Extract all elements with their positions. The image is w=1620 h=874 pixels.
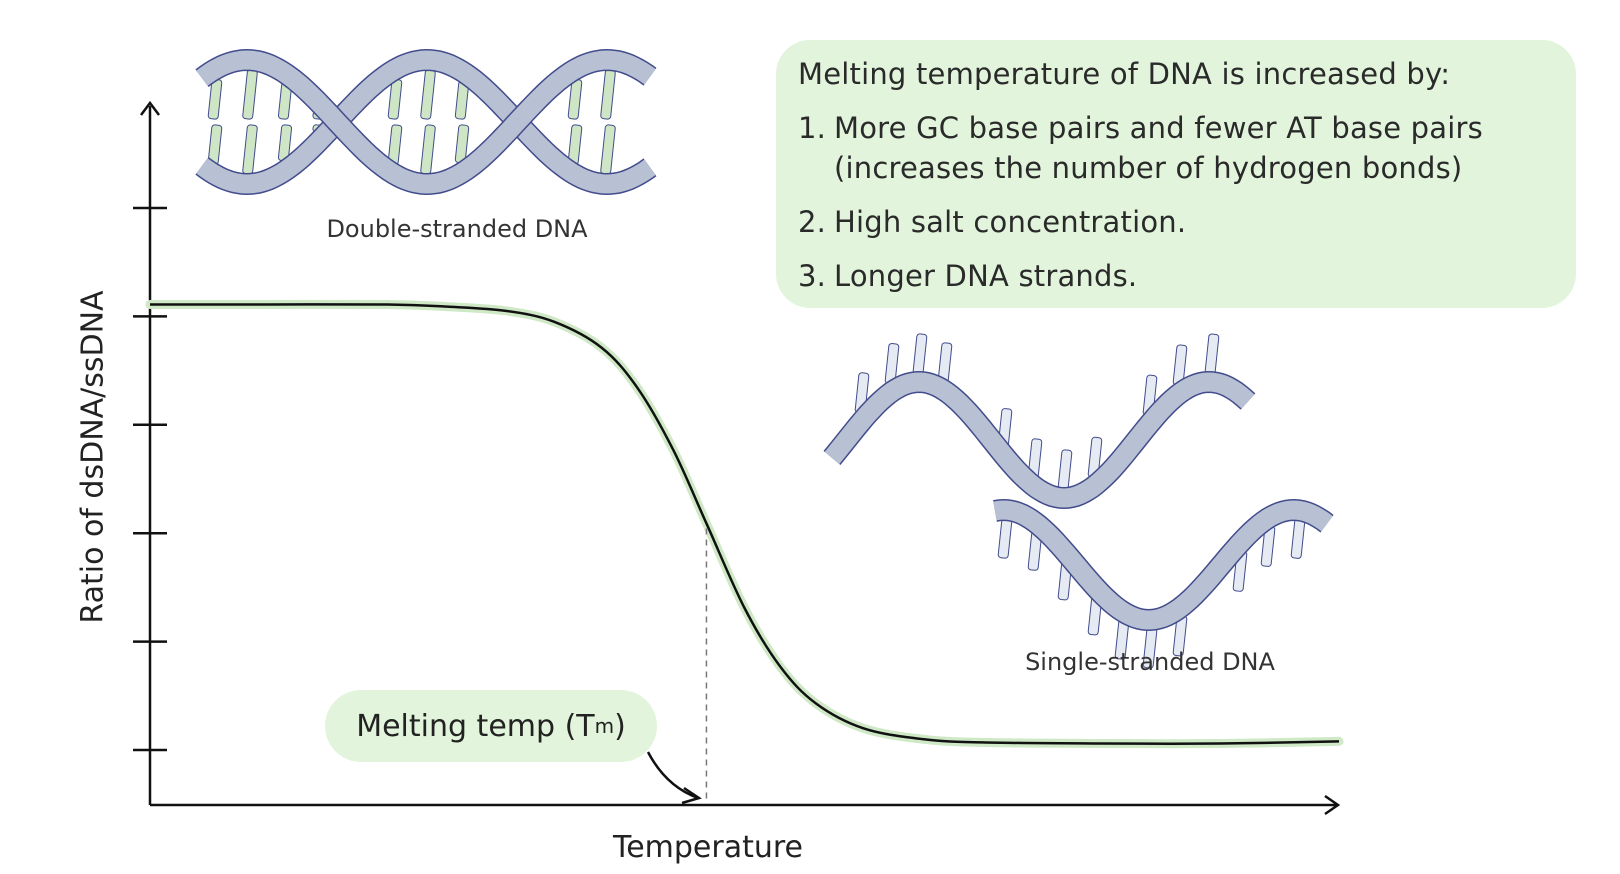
melting-factors-box: Melting temperature of DNA is increased … [776, 40, 1576, 308]
tm-label-close: ) [614, 708, 626, 744]
factor-number: 3. [798, 259, 827, 293]
factor-number: 2. [798, 205, 827, 239]
double-stranded-label: Double-stranded DNA [326, 215, 588, 243]
single-stranded-dna-illustration [823, 333, 1334, 669]
tm-label-text: Melting temp (T [356, 708, 595, 744]
tm-pointer-arrow [646, 751, 699, 800]
base-pair-rung [420, 124, 436, 175]
melting-curve-line [150, 303, 1340, 745]
double-stranded-dna-illustration [195, 48, 657, 196]
base-pair-rung [1290, 517, 1306, 559]
dna-backbone [196, 50, 656, 194]
factor-item: 1. More GC base pairs and fewer AT base p… [798, 108, 1576, 188]
base-pair-rung [242, 69, 258, 120]
factor-number: 1. [798, 111, 827, 145]
melting-temp-label: Melting temp (T m) [325, 690, 657, 762]
tm-arrow-head-icon [681, 786, 702, 805]
base-pair-rung [1204, 333, 1220, 375]
factor-item: 3. Longer DNA strands. [798, 256, 1576, 296]
factor-text: High salt concentration. [834, 205, 1187, 239]
info-box-title: Melting temperature of DNA is increased … [798, 57, 1451, 91]
base-pair-rung [242, 124, 258, 175]
y-axis-arrow-icon [140, 100, 160, 116]
base-pair-rung [600, 69, 616, 120]
x-axis-label: Temperature [612, 830, 804, 865]
dna-backbone [196, 50, 656, 194]
factor-text: Longer DNA strands. [834, 259, 1138, 293]
factor-text: More GC base pairs and fewer AT base pai… [834, 111, 1483, 185]
factor-item: 2. High salt concentration. [798, 202, 1576, 242]
base-pair-rung [1057, 449, 1073, 491]
tm-label-subscript: m [594, 714, 615, 738]
curve-glow [145, 299, 1344, 749]
single-stranded-label: Single-stranded DNA [1025, 648, 1275, 676]
base-pair-rung [997, 517, 1013, 559]
x-axis-arrow-icon [1324, 794, 1341, 816]
base-pair-rung [912, 333, 928, 375]
base-pair-rung [600, 124, 616, 175]
dna-backbone [824, 372, 1255, 508]
base-pair-rung [420, 69, 436, 120]
y-axis-label: Ratio of dsDNA/ssDNA [75, 290, 111, 624]
dna-backbone [993, 500, 1333, 630]
